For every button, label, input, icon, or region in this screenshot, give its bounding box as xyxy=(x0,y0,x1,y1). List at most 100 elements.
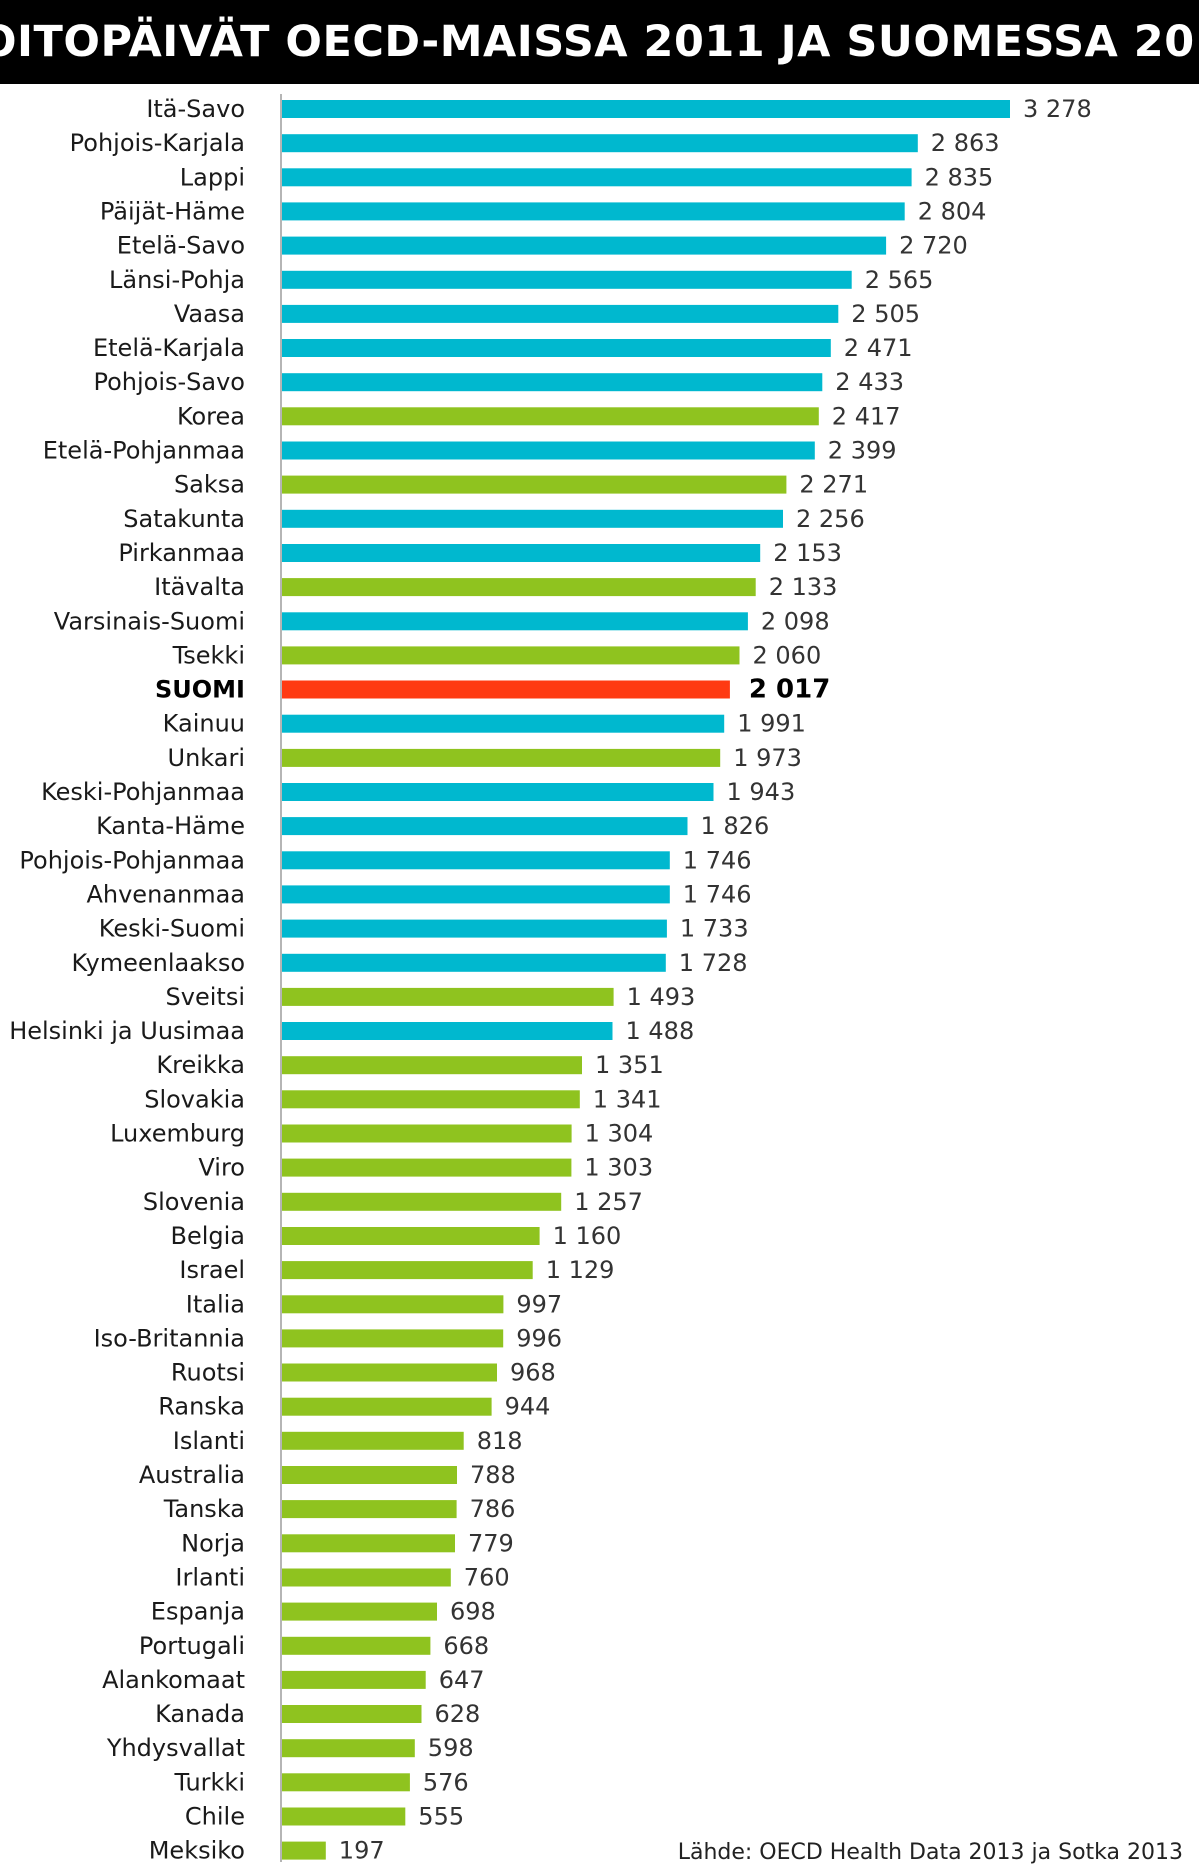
category-label: Luxemburg xyxy=(110,1120,245,1148)
value-label: 3 278 xyxy=(1023,95,1092,123)
category-label: Lappi xyxy=(180,163,245,191)
value-label: 197 xyxy=(339,1837,385,1865)
value-label: 628 xyxy=(435,1700,481,1728)
category-label: Etelä-Pohjanmaa xyxy=(43,437,245,465)
bar-itä-savo xyxy=(282,100,1010,118)
value-label: 2 471 xyxy=(844,334,913,362)
category-label: Israel xyxy=(179,1256,245,1284)
bar-pohjois-savo xyxy=(282,373,823,392)
value-label: 2 256 xyxy=(796,505,865,533)
bar-pohjois-pohjanmaa xyxy=(282,851,670,870)
bar-etelä-savo xyxy=(282,236,887,255)
bar-yhdysvallat xyxy=(282,1739,415,1758)
bar-ruotsi xyxy=(282,1363,497,1382)
value-label: 2 835 xyxy=(925,163,994,191)
bar-kanta-häme xyxy=(282,817,688,836)
category-label: Itä-Savo xyxy=(146,95,245,123)
bar-italia xyxy=(282,1295,504,1314)
value-label: 598 xyxy=(428,1734,474,1762)
category-label: Tanska xyxy=(163,1495,245,1523)
value-label: 1 304 xyxy=(585,1120,654,1148)
value-label: 1 129 xyxy=(546,1256,615,1284)
bar-norja xyxy=(282,1534,455,1553)
category-label: Helsinki ja Uusimaa xyxy=(9,1017,245,1045)
value-label: 2 133 xyxy=(769,573,838,601)
value-label: 1 160 xyxy=(553,1222,622,1250)
category-label: Ranska xyxy=(158,1393,245,1421)
value-label: 2 060 xyxy=(753,641,822,669)
category-label: Iso-Britannia xyxy=(94,1324,245,1352)
value-label: 1 733 xyxy=(680,915,749,943)
value-label: 788 xyxy=(470,1461,516,1489)
value-label: 786 xyxy=(470,1495,516,1523)
value-label: 2 271 xyxy=(799,471,868,499)
value-label: 1 973 xyxy=(733,744,802,772)
value-label: 2 804 xyxy=(918,197,987,225)
category-label: Pohjois-Karjala xyxy=(70,129,245,157)
bar-slovakia xyxy=(282,1090,580,1109)
category-label: Ruotsi xyxy=(171,1359,245,1387)
bar-suomi xyxy=(282,680,730,699)
value-label: 2 098 xyxy=(761,607,830,635)
bar-tsekki xyxy=(282,646,740,665)
bar-viro xyxy=(282,1158,572,1177)
bar-länsi-pohja xyxy=(282,270,852,289)
value-label: 2 720 xyxy=(899,232,968,260)
category-label: Irlanti xyxy=(175,1564,245,1592)
bar-alankomaat xyxy=(282,1670,426,1689)
category-label: Kainuu xyxy=(163,710,245,738)
category-label: Tsekki xyxy=(172,641,245,669)
category-label: Kymeenlaakso xyxy=(72,949,245,977)
bar-espanja xyxy=(282,1602,437,1621)
bar-belgia xyxy=(282,1227,540,1245)
value-label: 1 991 xyxy=(737,710,806,738)
value-label: 1 746 xyxy=(683,880,752,908)
value-label: 555 xyxy=(418,1803,464,1831)
category-label: Pohjois-Pohjanmaa xyxy=(19,846,245,874)
bar-slovenia xyxy=(282,1192,562,1211)
category-label: Sveitsi xyxy=(166,983,245,1011)
category-label: Slovakia xyxy=(144,1085,245,1113)
bar-pirkanmaa xyxy=(282,544,761,562)
bar-sveitsi xyxy=(282,987,614,1006)
bar-australia xyxy=(282,1466,457,1484)
bar-keski-pohjanmaa xyxy=(282,783,714,801)
value-label: 1 488 xyxy=(626,1017,695,1045)
category-label: Etelä-Savo xyxy=(117,232,245,260)
bar-unkari xyxy=(282,748,721,767)
category-label: Keski-Pohjanmaa xyxy=(41,778,245,806)
bar-iso-britannia xyxy=(282,1329,504,1348)
category-label: Vaasa xyxy=(174,300,245,328)
bar-etelä-karjala xyxy=(282,339,831,357)
value-label: 1 303 xyxy=(584,1154,653,1182)
category-label: Kanada xyxy=(155,1700,245,1728)
bar-islanti xyxy=(282,1431,464,1450)
bar-varsinais-suomi xyxy=(282,612,748,631)
bar-pohjois-karjala xyxy=(282,134,918,153)
category-label: Kreikka xyxy=(156,1051,245,1079)
bar-korea xyxy=(282,407,819,426)
category-label: Turkki xyxy=(173,1768,245,1796)
value-label: 944 xyxy=(505,1393,551,1421)
bar-irlanti xyxy=(282,1568,451,1587)
value-label: 698 xyxy=(450,1598,496,1626)
category-label: Islanti xyxy=(173,1427,245,1455)
value-label: 2 417 xyxy=(832,402,901,430)
value-label: 760 xyxy=(464,1564,510,1592)
bar-portugali xyxy=(282,1636,431,1655)
bar-saksa xyxy=(282,475,787,494)
category-label: Saksa xyxy=(174,471,245,499)
bar-päijät-häme xyxy=(282,202,905,221)
value-label: 997 xyxy=(516,1290,562,1318)
category-label: Australia xyxy=(139,1461,245,1489)
chart-title: HOITOPÄIVÄT OECD-MAISSA 2011 JA SUOMESSA… xyxy=(0,17,1199,67)
category-label: Viro xyxy=(198,1154,245,1182)
value-label: 1 257 xyxy=(574,1188,643,1216)
bar-kreikka xyxy=(282,1056,582,1075)
bar-satakunta xyxy=(282,509,783,528)
bar-ahvenanmaa xyxy=(282,885,670,904)
category-label: Meksiko xyxy=(149,1837,245,1865)
value-label: 1 728 xyxy=(679,949,748,977)
value-label: 1 351 xyxy=(595,1051,664,1079)
